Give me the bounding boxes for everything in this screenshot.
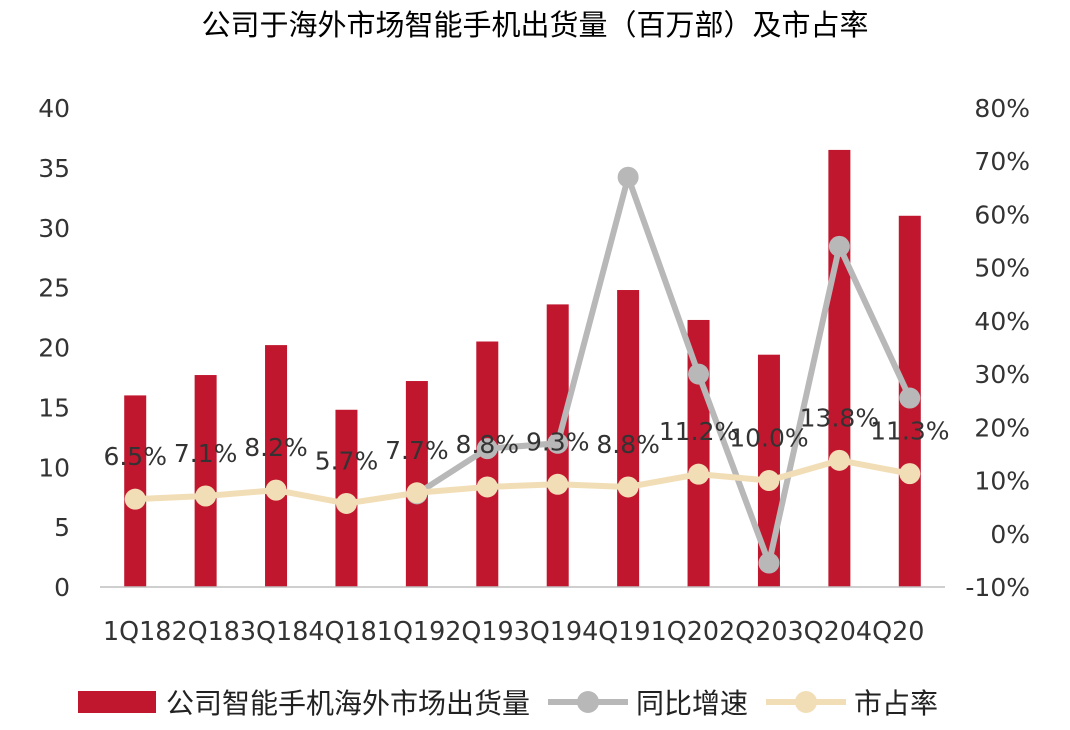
bar <box>265 345 287 587</box>
share-data-label: 8.8% <box>456 430 520 459</box>
share-data-label: 10.0% <box>729 424 808 453</box>
share-point <box>547 474 568 495</box>
share-data-label: 7.7% <box>385 436 449 465</box>
yoy-point <box>688 364 709 385</box>
line-points <box>125 167 921 574</box>
left-tick-label: 5 <box>54 513 70 542</box>
left-tick-label: 0 <box>54 573 70 602</box>
left-tick-label: 20 <box>38 334 70 363</box>
legend-swatch-shipments <box>78 691 156 713</box>
right-tick-label: 10% <box>974 467 1030 496</box>
share-point <box>125 489 146 510</box>
bar <box>828 150 850 587</box>
right-tick-label: 30% <box>974 360 1030 389</box>
left-tick-label: 35 <box>38 154 70 183</box>
share-data-label: 11.2% <box>659 417 738 446</box>
legend-label-share: 市占率 <box>854 682 938 722</box>
lines <box>135 177 910 563</box>
left-tick-label: 15 <box>38 393 70 422</box>
right-tick-label: 70% <box>974 147 1030 176</box>
right-tick-label: 60% <box>974 200 1030 229</box>
share-point <box>406 482 427 503</box>
share-point <box>618 476 639 497</box>
right-tick-label: 40% <box>974 307 1030 336</box>
left-tick-label: 10 <box>38 453 70 482</box>
right-tick-label: 0% <box>990 520 1030 549</box>
share-point <box>477 476 498 497</box>
right-tick-label: 50% <box>974 254 1030 283</box>
legend-item-share: 市占率 <box>766 682 938 722</box>
share-point <box>829 450 850 471</box>
share-line <box>135 460 910 503</box>
x-axis-tick-labels: 1Q182Q183Q184Q181Q192Q193Q194Q191Q202Q20… <box>103 616 924 646</box>
share-data-label: 11.3% <box>870 417 949 446</box>
share-data-label: 8.2% <box>244 433 308 462</box>
share-point <box>266 480 287 501</box>
yoy-point <box>899 388 920 409</box>
legend-swatch-yoy <box>548 690 628 714</box>
right-axis-ticks: -10% 0% 10% 20% 30% 40% 50% 60% 70% 80% <box>965 94 1030 602</box>
yoy-point <box>758 553 779 574</box>
share-point <box>195 485 216 506</box>
share-data-label: 6.5% <box>103 442 167 471</box>
share-point <box>336 493 357 514</box>
right-tick-label: -10% <box>965 573 1030 602</box>
bars <box>124 150 921 587</box>
share-point <box>899 463 920 484</box>
left-tick-label: 30 <box>38 214 70 243</box>
legend-item-yoy: 同比增速 <box>548 682 748 722</box>
legend-label-yoy: 同比增速 <box>636 682 748 722</box>
left-tick-label: 25 <box>38 274 70 303</box>
yoy-point <box>618 167 639 188</box>
chart-plot: 0 5 10 15 20 25 30 35 40 -10% 0% 10% 20% 30% 40% 50% 60… <box>0 0 1070 680</box>
share-data-label: 5.7% <box>315 446 379 475</box>
share-data-label: 8.8% <box>596 430 660 459</box>
share-data-label: 7.1% <box>174 439 238 468</box>
share-point <box>688 464 709 485</box>
legend: 公司智能手机海外市场出货量 同比增速 市占率 <box>78 680 1038 724</box>
bar <box>476 342 498 587</box>
bar <box>195 375 217 587</box>
yoy-point <box>829 236 850 257</box>
share-data-label: 9.3% <box>526 427 590 456</box>
right-tick-label: 20% <box>974 413 1030 442</box>
left-tick-label: 40 <box>38 94 70 123</box>
left-axis-ticks: 0 5 10 15 20 25 30 35 40 <box>38 94 70 602</box>
right-tick-label: 80% <box>974 94 1030 123</box>
legend-item-shipments: 公司智能手机海外市场出货量 <box>78 682 530 722</box>
legend-swatch-share <box>766 690 846 714</box>
share-data-label: 13.8% <box>800 403 879 432</box>
share-point <box>758 470 779 491</box>
legend-label-shipments: 公司智能手机海外市场出货量 <box>166 682 530 722</box>
